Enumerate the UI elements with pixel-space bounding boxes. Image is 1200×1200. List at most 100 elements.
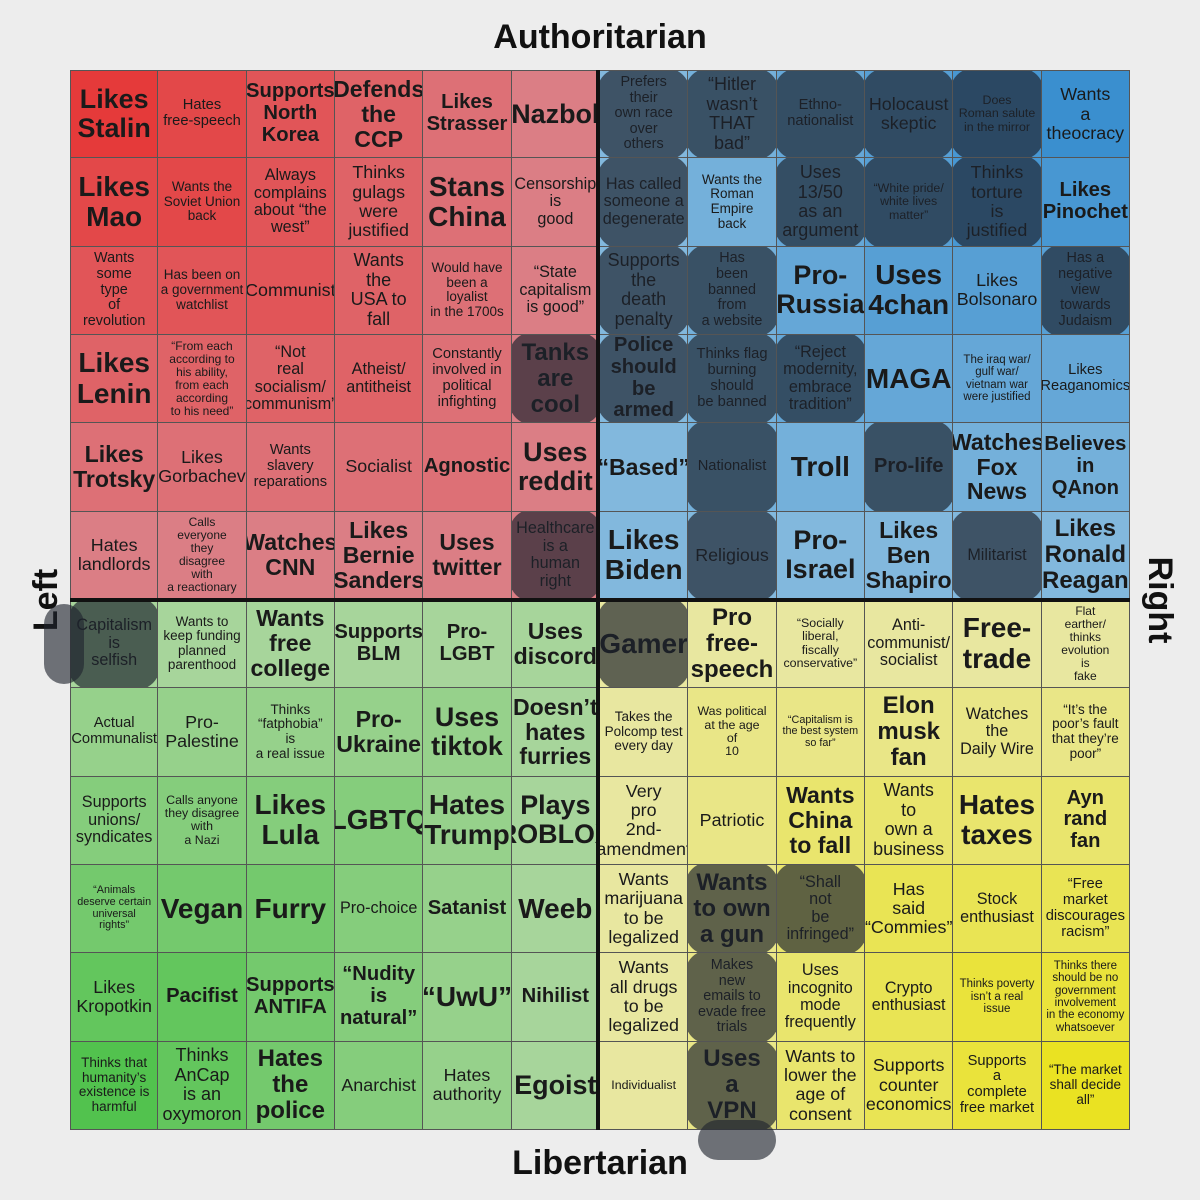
compass-cell: Nazbol [511, 70, 600, 159]
cell-label: Gamer [600, 627, 689, 659]
compass-cell: “UwU” [423, 953, 512, 1042]
compass-cell: Patriotic [688, 776, 777, 865]
compass-cell: Defends the CCP [335, 70, 424, 159]
compass-cell: Free- trade [953, 600, 1042, 689]
compass-cell: Wants slavery reparations [246, 423, 335, 512]
cell-label: Pro free- speech [690, 603, 774, 683]
compass-cell: Pro- Israel [776, 511, 865, 600]
compass-cell: Holocaust skeptic [865, 70, 954, 159]
compass-cell: Wants to lower the age of consent [776, 1041, 865, 1130]
compass-cell: Hates authority [423, 1041, 512, 1130]
cell-label: Watches Fox News [953, 428, 1042, 505]
compass-cell: Supports BLM [335, 600, 424, 689]
compass-cell: Thinks that humanity’s existence is harm… [70, 1041, 159, 1130]
cell-label: Anti- communist/ socialist [867, 616, 951, 670]
compass-cell: “Reject modernity, embrace tradition” [776, 335, 865, 424]
cell-label: Crypto enthusiast [871, 978, 946, 1014]
cell-label: Makes new emails to evade free trials [697, 957, 766, 1036]
cell-label: Socialist [345, 456, 412, 477]
cell-label: Would have been a loyalist in the 1700s [430, 260, 504, 319]
compass-cell: Supports unions/ syndicates [70, 776, 159, 865]
cell-label: Thinks that humanity’s existence is harm… [78, 1055, 150, 1114]
compass-cell: Has said “Commies” [865, 865, 954, 954]
cell-label: Prefers their own race over others [614, 74, 673, 153]
cell-label: Likes Kropotkin [76, 976, 152, 1016]
compass-cell: Weeb [511, 865, 600, 954]
compass-cell: Stock enthusiast [953, 865, 1042, 954]
cell-label: Atheist/ antitheist [346, 360, 412, 396]
cell-label: “Capitalism is the best system so far” [782, 713, 859, 749]
cell-label: “Reject modernity, embrace tradition” [783, 342, 858, 414]
cell-label: Furry [254, 892, 327, 924]
cell-label: Pacifist [166, 985, 238, 1008]
compass-cell: Watches the Daily Wire [953, 688, 1042, 777]
compass-cell: Anarchist [335, 1041, 424, 1130]
scribble-stroke [698, 1120, 776, 1160]
compass-cell: Tanks are cool [511, 335, 600, 424]
cell-label: Has a negative view towards Judaism [1058, 250, 1113, 329]
cell-label: Wants the Roman Empire back [701, 171, 763, 231]
compass-cell: Was political at the age of 10 [688, 688, 777, 777]
cell-label: “The market shall decide all” [1048, 1062, 1122, 1107]
cell-label: Supports ANTIFA [246, 974, 335, 1018]
compass-cell: Crypto enthusiast [865, 953, 954, 1042]
cell-label: “From each according to his ability, fro… [169, 338, 235, 418]
compass-cell: “Animals deserve certain universal right… [70, 865, 159, 954]
cell-label: Pro-life [873, 455, 944, 478]
compass-cell: Likes Bolsonaro [953, 246, 1042, 335]
compass-cell: “The market shall decide all” [1041, 1041, 1130, 1130]
cell-label: Has been on a government watchlist [160, 267, 244, 312]
cell-label: Nazbol [511, 98, 600, 129]
compass-cell: Communist [246, 246, 335, 335]
compass-cell: Hates landlords [70, 511, 159, 600]
cell-label: Constantly involved in political infight… [432, 345, 502, 410]
cell-label: Agnostic [423, 455, 511, 478]
cell-label: Holocaust skeptic [868, 93, 949, 134]
cell-label: Pro- Russia [776, 260, 865, 320]
compass-cell: Pro- Russia [776, 246, 865, 335]
cell-label: “Hitler wasn’t THAT bad” [706, 74, 758, 153]
cell-label: Stock enthusiast [960, 890, 1034, 926]
cell-label: Plays ROBLOX [512, 790, 599, 850]
cell-label: Thinks torture is justified [966, 162, 1028, 241]
compass-cell: Hates Trump [423, 776, 512, 865]
cell-label: Calls anyone they disagree with a Nazi [164, 792, 240, 847]
cell-label: Free- trade [962, 612, 1032, 674]
axis-label-bottom: Libertarian [512, 1144, 688, 1182]
cell-label: Wants the USA to fall [350, 250, 407, 329]
compass-cell: Watches CNN [246, 511, 335, 600]
compass-cell: Stans China [423, 158, 512, 247]
cell-label: Doesn’t hates furries [512, 693, 598, 770]
cell-label: Does Roman salute in the mirror [958, 93, 1036, 134]
compass-cell: Constantly involved in political infight… [423, 335, 512, 424]
compass-cell: Wants marijuana to be legalized [600, 865, 689, 954]
compass-cell: Uses 13/50 as an argument [776, 158, 865, 247]
cell-label: “State capitalism is good” [519, 263, 592, 317]
compass-cell: Militarist [953, 511, 1042, 600]
cell-label: Supports North Korea [246, 80, 335, 147]
cell-label: Vegan [160, 892, 244, 924]
compass-cell: Does Roman salute in the mirror [953, 70, 1042, 159]
cell-label: Likes Gorbachev [158, 446, 246, 486]
cell-label: Nationalist [697, 458, 767, 475]
compass-cell: Supports ANTIFA [246, 953, 335, 1042]
compass-cell: Wants all drugs to be legalized [600, 953, 689, 1042]
cell-label: Satanist [427, 896, 507, 919]
cell-label: Elon musk fan [877, 692, 941, 771]
compass-cell: Anti- communist/ socialist [865, 600, 954, 689]
compass-cell: Thinks AnCap is an oxymoron [158, 1041, 247, 1130]
compass-cell: “Based” [600, 423, 689, 512]
cell-label: Thinks poverty isn’t a real issue [959, 978, 1035, 1016]
cell-label: Likes Lula [254, 789, 327, 851]
cell-label: Calls everyone they disagree with a reac… [167, 515, 237, 595]
cell-label: Wants to lower the age of consent [784, 1045, 857, 1124]
cell-label: Defends the CCP [335, 75, 424, 152]
cell-label: Hates taxes [958, 789, 1036, 851]
compass-cell: Has been banned from a website [688, 246, 777, 335]
cell-label: Pro- Ukraine [336, 706, 422, 757]
cell-label: Wants the Soviet Union back [163, 179, 241, 224]
compass-cell: Watches Fox News [953, 423, 1042, 512]
cell-label: Flat earther/ thinks evolution is fake [1061, 603, 1110, 683]
compass-cell: “Socially liberal, fiscally conservative… [776, 600, 865, 689]
cell-label: Has called someone a degenerate [602, 174, 685, 228]
